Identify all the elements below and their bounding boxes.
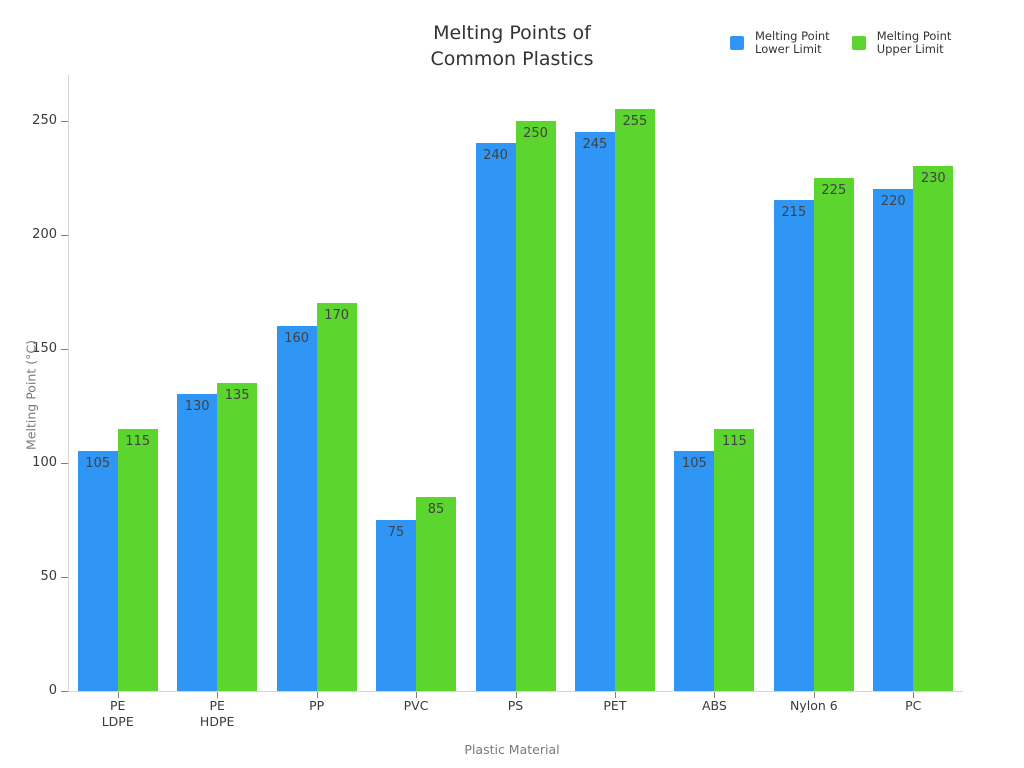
y-tick-label: 50 (40, 568, 57, 584)
bar-upper-limit (217, 383, 258, 691)
bar-value-label: 220 (880, 194, 906, 210)
chart-title: Melting Points of Common Plastics (430, 22, 594, 70)
bar-lower-limit (674, 451, 715, 691)
legend-item-upper-limit: Melting Point Upper Limit (851, 29, 952, 56)
y-tick (61, 120, 68, 122)
bar-value-label: 85 (427, 502, 445, 518)
bar-upper-limit (316, 303, 357, 691)
y-tick (61, 348, 68, 350)
x-category-label: ABS (701, 698, 727, 713)
y-tick (61, 462, 68, 464)
bar-value-label: 115 (721, 433, 747, 449)
bar-lower-limit (77, 451, 118, 691)
x-tick (515, 692, 517, 698)
legend-item-lower-limit: Melting Point Lower Limit (730, 30, 830, 56)
bar-lower-limit (475, 143, 516, 691)
bar-value-label: 225 (821, 182, 847, 198)
bar-value-label: 245 (582, 137, 608, 153)
legend-swatch-lower-icon (730, 36, 744, 50)
bar-value-label: 215 (781, 205, 807, 221)
y-tick (61, 234, 68, 236)
bar-value-label: 240 (483, 148, 508, 164)
bar-lower-limit (177, 394, 218, 691)
legend-label: Melting Point Upper Limit (876, 29, 952, 56)
x-category-label: Nylon 6 (789, 698, 838, 713)
y-tick-label: 250 (32, 112, 57, 128)
legend-label: Melting Point Lower Limit (755, 29, 830, 56)
bar-value-label: 105 (85, 456, 111, 472)
bar-upper-limit (714, 428, 755, 691)
y-tick-label: 200 (32, 226, 57, 242)
x-category-label: PP (309, 698, 325, 713)
bar-upper-limit (913, 166, 954, 691)
x-tick (614, 692, 616, 698)
bar-lower-limit (276, 325, 317, 691)
x-tick (714, 692, 716, 698)
bar-value-label: 130 (184, 399, 210, 415)
x-tick (913, 692, 915, 698)
bar-lower-limit (574, 132, 615, 691)
x-category-label: PS (507, 698, 524, 713)
y-tick-label: 0 (48, 683, 57, 698)
legend: Melting Point Lower Limit Melting Point U… (730, 30, 951, 56)
y-tick (61, 691, 68, 692)
x-tick (416, 692, 418, 698)
bar-upper-limit (117, 428, 158, 691)
bar-value-label: 105 (681, 456, 707, 472)
bar-upper-limit (813, 177, 854, 691)
bar-upper-limit (614, 109, 655, 691)
bar-lower-limit (376, 519, 417, 691)
y-axis-line (68, 75, 69, 691)
x-category-label: PVC (403, 698, 429, 713)
x-category-label: PET (603, 698, 627, 713)
bar-value-label: 230 (920, 171, 946, 187)
x-category-label: PE LDPE (101, 698, 134, 729)
bar-value-label: 115 (125, 433, 151, 449)
x-category-label: PC (905, 698, 922, 713)
bar-value-label: 135 (224, 388, 250, 403)
bar-value-label: 170 (324, 308, 350, 324)
bar-lower-limit (873, 189, 914, 691)
bar-lower-limit (773, 200, 814, 691)
bar-value-label: 160 (284, 330, 310, 346)
legend-swatch-upper-icon (851, 36, 866, 50)
x-tick (316, 692, 318, 698)
x-tick (813, 692, 815, 698)
bar-value-label: 250 (523, 125, 548, 141)
y-tick-label: 100 (32, 454, 57, 470)
bar-upper-limit (515, 120, 556, 691)
bar-upper-limit (416, 497, 457, 691)
x-axis-line (68, 691, 963, 692)
bar-value-label: 75 (387, 524, 405, 540)
x-tick (117, 692, 119, 698)
bar-value-label: 255 (622, 114, 648, 130)
y-axis-title: Melting Point (°C) (23, 340, 39, 450)
y-tick-label: 150 (32, 340, 57, 356)
x-axis-title: Plastic Material (464, 742, 560, 757)
y-tick (61, 576, 68, 578)
x-tick (217, 692, 219, 698)
x-category-label: PE HDPE (199, 698, 235, 729)
